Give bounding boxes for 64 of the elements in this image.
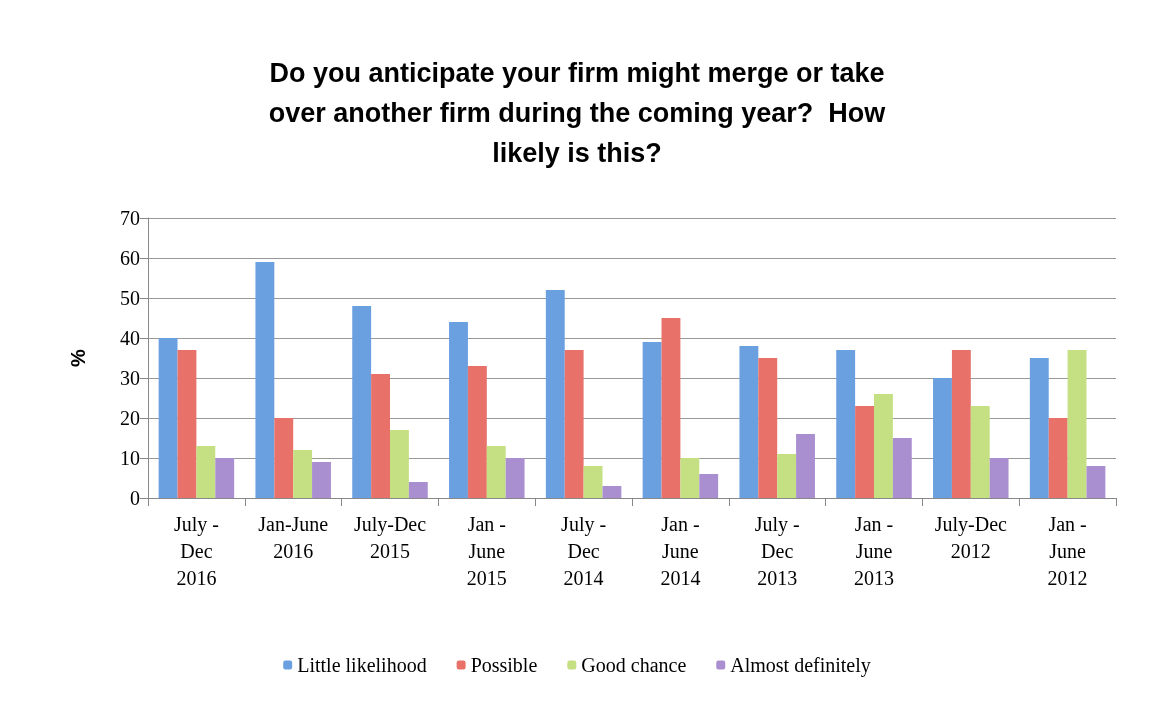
- x-tick-label: July - Dec 2016: [173, 512, 219, 589]
- bar: [758, 358, 778, 498]
- x-tick-label: Jan - June 2013: [854, 512, 894, 589]
- x-tick-label: Jan - June 2012: [1047, 512, 1088, 589]
- bar: [602, 486, 622, 498]
- y-tick-label: 10: [120, 447, 140, 469]
- bar: [505, 458, 525, 498]
- bar: [836, 350, 856, 498]
- bar: [177, 350, 197, 498]
- bar: [564, 350, 584, 498]
- bar: [739, 346, 759, 498]
- bar: [874, 394, 893, 498]
- x-tick-label: July - Dec 2014: [561, 512, 607, 589]
- y-tick-label: 20: [120, 407, 140, 429]
- y-tick-label: 50: [120, 287, 140, 309]
- y-tick-label: 60: [120, 247, 140, 269]
- legend-label: Almost definitely: [730, 654, 871, 677]
- bar: [699, 474, 719, 498]
- x-tick-label: Jan - June 2015: [466, 512, 507, 589]
- bar: [274, 418, 294, 498]
- bar: [215, 458, 235, 498]
- x-tick-label: July-Dec 2012: [934, 512, 1008, 562]
- bar: [855, 406, 874, 498]
- bar: [933, 378, 952, 498]
- bar: [989, 458, 1009, 498]
- bar: [970, 406, 990, 498]
- bar: [467, 366, 487, 498]
- bar: [255, 262, 275, 498]
- bar: [1067, 350, 1087, 498]
- bar: [1086, 466, 1106, 498]
- bar: [486, 446, 506, 498]
- bar: [892, 438, 912, 498]
- bar: [680, 458, 700, 498]
- bar: [1029, 358, 1049, 498]
- bar: [371, 374, 390, 498]
- y-tick-label: 40: [120, 327, 140, 349]
- x-tick-label: Jan - June 2014: [660, 512, 701, 589]
- bar: [545, 290, 565, 498]
- bar: [642, 342, 662, 498]
- y-tick-label: 30: [120, 367, 140, 389]
- x-tick-label: July - Dec 2013: [754, 512, 800, 589]
- legend-label: Good chance: [581, 654, 687, 676]
- bar: [408, 482, 428, 498]
- bar: [449, 322, 468, 498]
- chart-title: Do you anticipate your firm might merge or take over another firm during the coming year? How likely is this?: [268, 58, 887, 168]
- bar: [951, 350, 971, 498]
- legend-label: Possible: [470, 654, 538, 676]
- bar: [661, 318, 681, 498]
- x-tick-label: July-Dec 2015: [353, 512, 427, 562]
- legend-label: Little likelihood: [297, 654, 427, 676]
- y-axis-title: %: [67, 348, 89, 367]
- bar: [352, 306, 372, 498]
- bar: [196, 446, 216, 498]
- bar: [1048, 418, 1068, 498]
- bar: [293, 450, 313, 498]
- bar: [796, 434, 815, 498]
- bar: [583, 466, 603, 498]
- bar: [312, 462, 331, 498]
- bar: [390, 430, 409, 498]
- y-tick-label: 70: [120, 207, 140, 229]
- y-tick-label: 0: [130, 487, 140, 509]
- bar: [158, 338, 178, 498]
- x-tick-label: Jan-June 2016: [258, 512, 329, 562]
- bar: [777, 454, 797, 498]
